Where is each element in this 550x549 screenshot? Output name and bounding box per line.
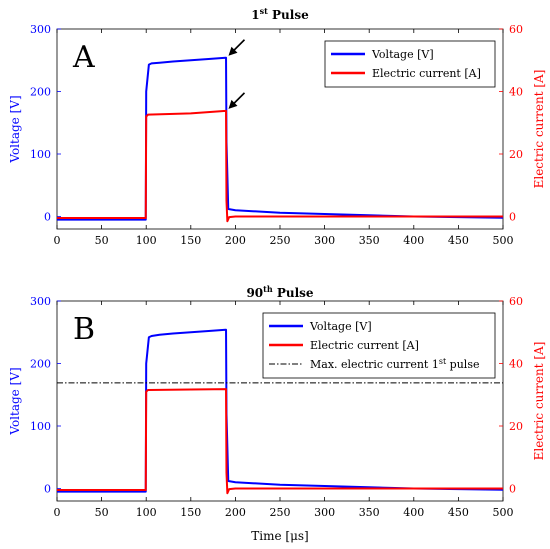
x-tick-label: 50 [95, 506, 109, 519]
series-line-current [57, 388, 503, 495]
panel-letter: A [72, 40, 95, 75]
y-tick-label-left: 100 [30, 148, 51, 161]
y-axis-label-left: Voltage [V] [8, 95, 22, 163]
legend-label: Voltage [V] [309, 320, 372, 333]
x-tick-label: 500 [493, 506, 514, 519]
x-axis-label: Time [μs] [251, 529, 308, 543]
legend-label: Electric current [A] [372, 67, 481, 80]
series-line-voltage [57, 328, 504, 493]
legend: Voltage [V] Electric current [A] Max. elec… [262, 312, 496, 379]
panel-title-base: 1 [251, 8, 259, 22]
chart-panel-b: 0 50 100 150 200 250 300 350 400 450 5000100200300… [8, 284, 546, 519]
panel-title-sup: th [263, 284, 273, 294]
y-tick-label-right: 40 [509, 86, 523, 99]
panel-title-sup: st [260, 6, 269, 16]
y-axis-label-right: Electric current [A] [532, 70, 546, 189]
x-tick-label: 350 [359, 234, 380, 247]
x-tick-label: 100 [136, 506, 157, 519]
y-axis-label-left: Voltage [V] [8, 367, 22, 435]
y-tick-label-left: 300 [30, 23, 51, 36]
x-tick-label: 300 [314, 234, 335, 247]
y-axis-label-right: Electric current [A] [532, 342, 546, 461]
y-tick-label-right: 20 [509, 420, 523, 433]
x-tick-label: 400 [403, 506, 424, 519]
x-tick-label: 450 [448, 506, 469, 519]
panel-letter: B [73, 312, 95, 347]
y-tick-label-left: 0 [44, 211, 51, 224]
y-tick-label-right: 0 [509, 483, 516, 496]
x-tick-label: 0 [54, 506, 61, 519]
x-tick-label: 150 [180, 506, 201, 519]
y-tick-label-right: 0 [509, 211, 516, 224]
x-tick-label: 250 [270, 234, 291, 247]
panel-title: 90th Pulse [246, 284, 313, 300]
y-tick-label-right: 20 [509, 148, 523, 161]
y-tick-label-left: 200 [30, 358, 51, 371]
legend-box [324, 40, 496, 88]
series-line-current [57, 109, 503, 223]
x-tick-label: 200 [225, 506, 246, 519]
legend: Voltage [V] Electric current [A] [324, 40, 496, 88]
panel-title: 1st Pulse [251, 6, 309, 22]
y-tick-label-right: 60 [509, 23, 523, 36]
x-tick-label: 400 [403, 234, 424, 247]
legend-label: Max. electric current 1st pulse [310, 357, 479, 372]
x-tick-label: 500 [493, 234, 514, 247]
x-tick-label: 100 [136, 234, 157, 247]
annotation-arrow-head [228, 46, 238, 56]
x-tick-label: 50 [95, 234, 109, 247]
legend-label: Electric current [A] [310, 339, 419, 352]
legend-label: Voltage [V] [371, 48, 434, 61]
chart-panel-a: 0 50 100 150 200 250 300 350 400 450 5000100200300… [8, 6, 546, 247]
x-tick-label: 200 [225, 234, 246, 247]
x-tick-label: 0 [54, 234, 61, 247]
y-tick-label-left: 100 [30, 420, 51, 433]
panel-title-rest: Pulse [273, 286, 314, 300]
series-line-voltage [57, 56, 504, 221]
y-tick-label-left: 200 [30, 86, 51, 99]
x-tick-label: 150 [180, 234, 201, 247]
panel-title-base: 90 [246, 286, 263, 300]
y-tick-label-left: 0 [44, 483, 51, 496]
x-tick-label: 300 [314, 506, 335, 519]
x-tick-label: 350 [359, 506, 380, 519]
annotation-arrow-head [228, 99, 238, 109]
x-tick-label: 450 [448, 234, 469, 247]
y-tick-label-left: 300 [30, 295, 51, 308]
y-tick-label-right: 60 [509, 295, 523, 308]
panel-title-rest: Pulse [268, 8, 309, 22]
x-tick-label: 250 [270, 506, 291, 519]
y-tick-label-right: 40 [509, 358, 523, 371]
